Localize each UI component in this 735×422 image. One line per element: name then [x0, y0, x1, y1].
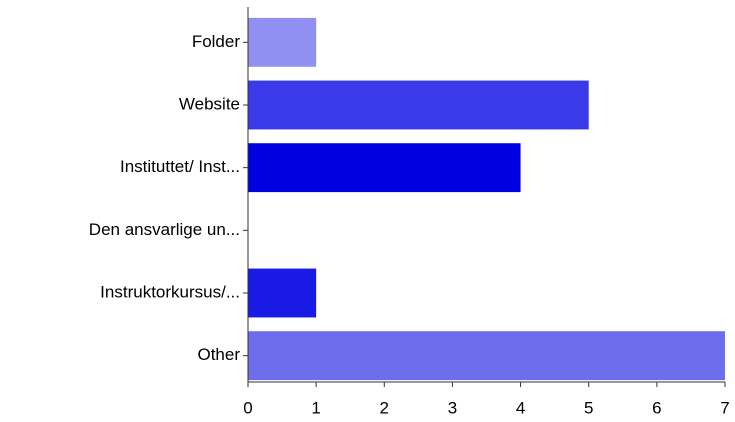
- bar: [248, 80, 589, 130]
- bar: [248, 17, 317, 67]
- y-tick-label: Other: [197, 345, 240, 364]
- y-tick-label: Instruktorkursus/...: [100, 282, 240, 301]
- y-tick-label: Folder: [192, 32, 241, 51]
- x-tick-label: 2: [380, 398, 389, 417]
- x-tick-label: 7: [720, 398, 729, 417]
- y-tick-label: Instituttet/ Inst...: [120, 157, 240, 176]
- bar: [248, 331, 725, 381]
- bar: [248, 268, 317, 318]
- x-tick-label: 1: [311, 398, 320, 417]
- bar: [248, 143, 521, 193]
- x-tick-label: 0: [243, 398, 252, 417]
- y-tick-label: Den ansvarlige un...: [89, 220, 240, 239]
- x-tick-label: 3: [448, 398, 457, 417]
- x-tick-label: 5: [584, 398, 593, 417]
- x-tick-label: 4: [516, 398, 525, 417]
- y-tick-label: Website: [179, 94, 240, 113]
- x-tick-label: 6: [652, 398, 661, 417]
